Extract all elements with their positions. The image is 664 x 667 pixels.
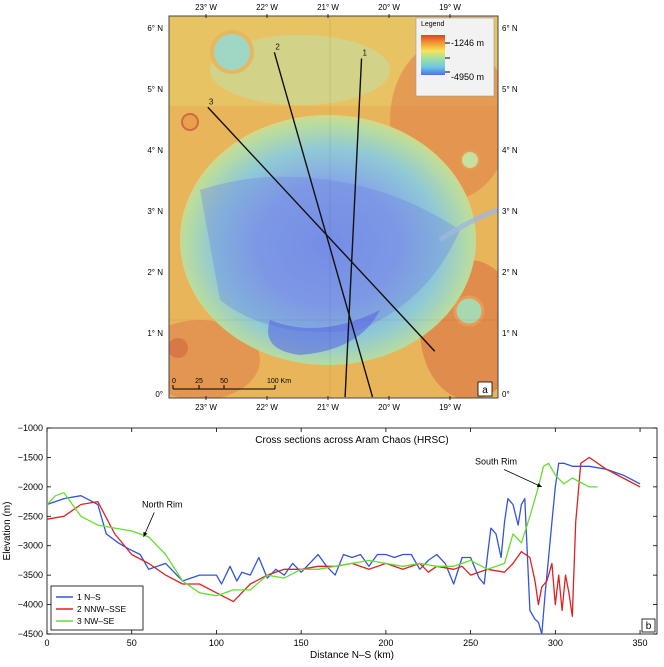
chart-ylabel: Elevation (m) bbox=[2, 502, 13, 561]
y-tick-label: −4500 bbox=[18, 629, 43, 639]
x-tick-label: 100 bbox=[209, 638, 224, 648]
lon-label-top: 23° W bbox=[195, 3, 217, 12]
y-tick-label: −3500 bbox=[18, 570, 43, 580]
map-svg: 23° W 22° W 21° W 20° W 19° W 23° W 22° … bbox=[147, 3, 518, 412]
x-tick-label: 350 bbox=[633, 638, 648, 648]
annotation-arrow bbox=[503, 469, 542, 488]
map-axes: 23° W 22° W 21° W 20° W 19° W 23° W 22° … bbox=[147, 3, 518, 412]
lat-label-left: 3° N bbox=[147, 207, 163, 216]
annotation-label: North Rim bbox=[142, 499, 183, 509]
chart-annotations: North Rim South Rim bbox=[142, 456, 542, 538]
profile-line-1 bbox=[344, 58, 363, 398]
y-tick-label: −2000 bbox=[18, 482, 43, 492]
lon-label-bottom: 21° W bbox=[317, 403, 339, 410]
lat-label-left: 2° N bbox=[147, 268, 163, 277]
legend-entry: 3 NW–SE bbox=[77, 616, 115, 626]
lon-label-bottom: 22° W bbox=[256, 403, 278, 410]
scale-tick-label: 0 bbox=[172, 378, 176, 385]
y-tick-label: −4000 bbox=[18, 600, 43, 610]
x-tick-label: 250 bbox=[463, 638, 478, 648]
map-panel: 23° W 22° W 21° W 20° W 19° W 23° W 22° … bbox=[147, 3, 518, 412]
lat-label-right: 2° N bbox=[502, 268, 518, 277]
annotation-label: South Rim bbox=[475, 456, 517, 466]
y-tick-label: −2500 bbox=[18, 511, 43, 521]
x-tick-label: 50 bbox=[127, 638, 137, 648]
lon-label-bottom: 20° W bbox=[378, 403, 400, 410]
legend-box bbox=[50, 585, 144, 631]
lat-label-right: 3° N bbox=[502, 207, 518, 216]
x-tick-label: 200 bbox=[378, 638, 393, 648]
x-tick-label: 150 bbox=[294, 638, 309, 648]
panel-label-b-text: b bbox=[646, 621, 652, 632]
series-line-2 bbox=[46, 456, 641, 617]
lon-label-top: 22° W bbox=[256, 3, 278, 12]
legend-title: Legend bbox=[421, 21, 444, 28]
panel-label-b: b bbox=[641, 618, 656, 633]
legend-entry: 2 NNW–SSE bbox=[77, 604, 126, 614]
lat-label-left: 0° bbox=[155, 390, 163, 399]
profile-lines: 1 2 3 bbox=[207, 42, 436, 398]
y-tick-label: −1000 bbox=[18, 423, 43, 433]
series-line-3 bbox=[46, 462, 598, 597]
lat-label-left: 4° N bbox=[147, 146, 163, 155]
panel-label-a-text: a bbox=[482, 385, 488, 396]
legend-min-label: -4950 m bbox=[451, 72, 484, 82]
lat-label-left: 6° N bbox=[147, 24, 163, 33]
annotation-arrowhead bbox=[536, 482, 542, 487]
chart-ticks: 0 50 100 150 200 250 300 350 −1000 −1500 −2000 −250… bbox=[18, 423, 657, 648]
x-tick-label: 0 bbox=[44, 638, 49, 648]
chart-legend: 1 N–S 2 NNW–SSE 3 NW–SE bbox=[50, 585, 144, 631]
lon-label-top: 20° W bbox=[378, 3, 400, 12]
scale-tick-label: 50 bbox=[220, 378, 228, 385]
lon-label-bottom: 23° W bbox=[195, 403, 217, 410]
legend-max-label: -1246 m bbox=[451, 38, 484, 48]
panel-label-a: a bbox=[477, 381, 493, 397]
lon-label-bottom: 19° W bbox=[439, 403, 461, 410]
chart-svg: 0 50 100 150 200 250 300 350 −1000 −1500 −2000 −250… bbox=[2, 423, 658, 661]
scale-tick-label: 100 Km bbox=[267, 378, 291, 385]
profile-label-3: 3 bbox=[209, 97, 214, 106]
series-line-1 bbox=[46, 462, 641, 635]
legend-colorbar bbox=[421, 35, 445, 75]
legend-entry: 1 N–S bbox=[77, 592, 101, 602]
lon-label-top: 19° W bbox=[439, 3, 461, 12]
scale-bar: 0 25 50 100 Km bbox=[172, 378, 291, 390]
lat-label-right: 6° N bbox=[502, 24, 518, 33]
y-tick-label: −1500 bbox=[18, 452, 43, 462]
lat-label-right: 1° N bbox=[502, 329, 518, 338]
chart-title: Cross sections across Aram Chaos (HRSC) bbox=[255, 435, 448, 446]
annotation-arrowhead bbox=[143, 531, 148, 537]
profile-label-2: 2 bbox=[275, 42, 280, 51]
profile-line-3 bbox=[207, 106, 436, 352]
lat-label-right: 0° bbox=[502, 390, 510, 399]
lat-label-left: 5° N bbox=[147, 85, 163, 94]
profile-line-2 bbox=[273, 52, 374, 398]
scale-tick-label: 25 bbox=[195, 378, 203, 385]
lon-label-top: 21° W bbox=[317, 3, 339, 12]
map-legend: Legend -1246 m -4950 m bbox=[415, 17, 495, 97]
x-tick-label: 300 bbox=[548, 638, 563, 648]
lat-label-left: 1° N bbox=[147, 329, 163, 338]
chart-xlabel: Distance N–S (km) bbox=[310, 650, 394, 661]
y-tick-label: −3000 bbox=[18, 541, 43, 551]
cross-section-chart: 0 50 100 150 200 250 300 350 −1000 −1500 −2000 −250… bbox=[0, 410, 664, 662]
lat-label-right: 4° N bbox=[502, 146, 518, 155]
profile-label-1: 1 bbox=[363, 48, 368, 57]
chart-lines bbox=[46, 456, 641, 635]
lat-label-right: 5° N bbox=[502, 85, 518, 94]
